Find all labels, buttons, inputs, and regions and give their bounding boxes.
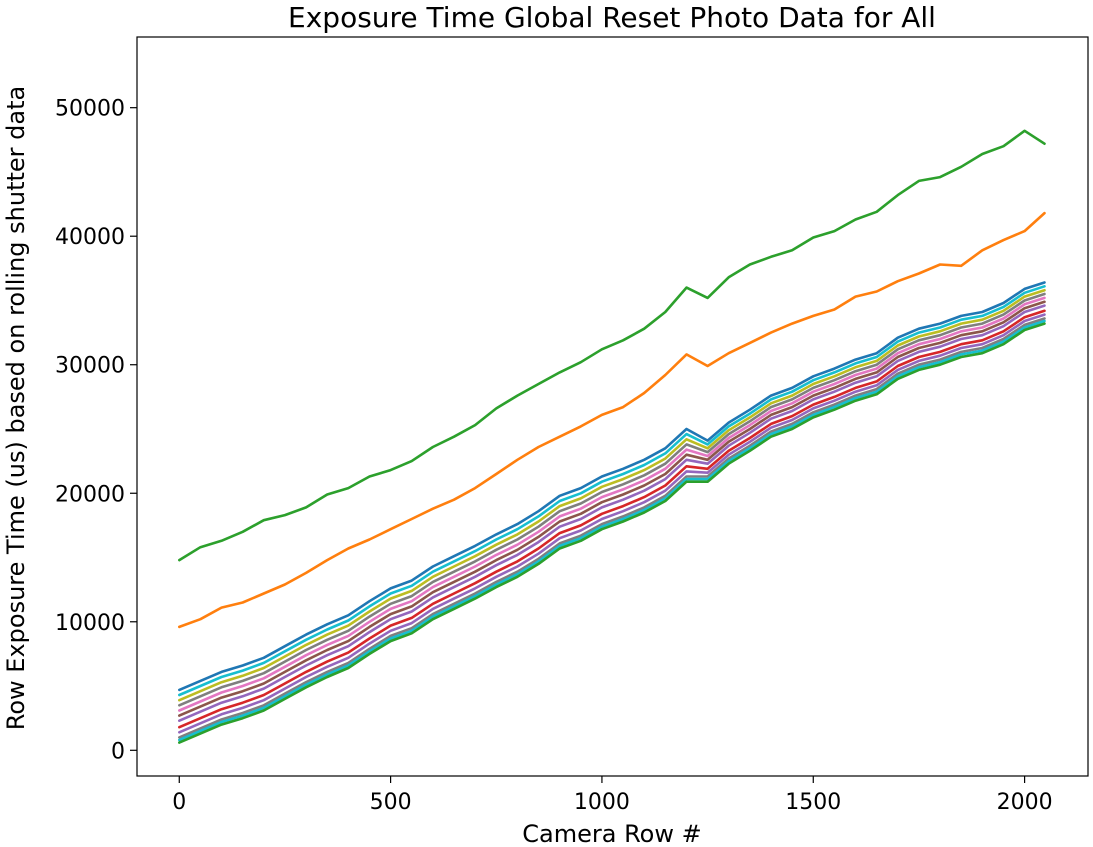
series-line-2 [178,211,1046,629]
series-line-6 [178,292,1046,707]
y-tick-label: 10000 [55,611,125,636]
series-line-12 [178,317,1046,739]
y-tick-label: 50000 [55,97,125,122]
series-line-1 [178,129,1046,562]
y-tick-label: 40000 [55,225,125,250]
x-tick-label: 0 [172,790,186,815]
series-line-3 [178,281,1046,692]
series-line-11 [178,313,1046,734]
x-tick-label: 2000 [997,790,1053,815]
series-line-5 [178,288,1046,702]
x-axis-ticks: 0 500 1000 1500 2000 [172,776,1053,815]
x-tick-label: 500 [370,790,412,815]
x-axis-label: Camera Row # [522,820,701,847]
series-line-7 [178,296,1046,712]
x-tick-label: 1000 [574,790,630,815]
series-line-13 [178,319,1046,742]
y-tick-label: 0 [111,739,125,764]
series-line-8 [178,300,1046,717]
series-line-10 [178,309,1046,729]
y-tick-label: 20000 [55,482,125,507]
series-layer [178,129,1046,744]
y-axis-label: Row Exposure Time (us) based on rolling … [2,86,30,730]
y-tick-label: 30000 [55,354,125,379]
plot-frame [136,36,1089,777]
series-line-9 [178,304,1046,723]
x-tick-label: 1500 [785,790,841,815]
chart-title: Exposure Time Global Reset Photo Data fo… [288,1,936,34]
series-line-4 [178,284,1046,697]
series-line-14 [178,322,1046,744]
y-axis-ticks: 0 10000 20000 30000 40000 50000 [55,97,137,764]
